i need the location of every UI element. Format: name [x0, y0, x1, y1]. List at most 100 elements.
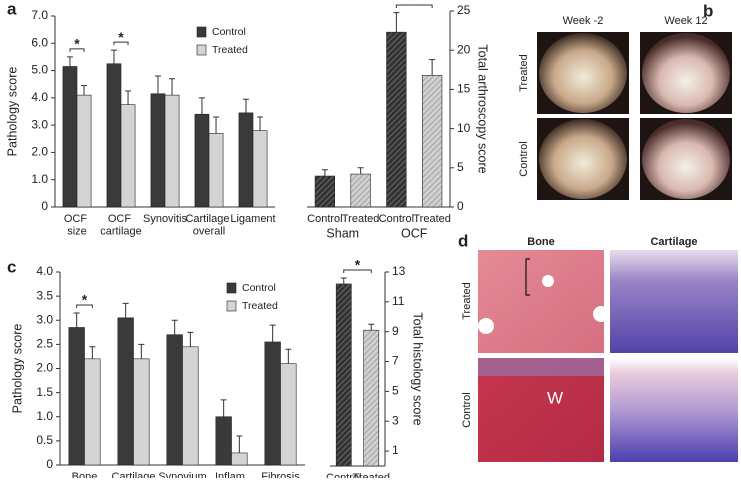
significance-bracket [76, 304, 93, 309]
histology-image [610, 358, 738, 462]
scope-view [642, 119, 730, 199]
y-tick-label: 3.0 [36, 312, 53, 326]
bar [208, 133, 224, 208]
error-bar [236, 435, 243, 453]
error-bar [242, 98, 249, 113]
x-tick-label: Cartilage [111, 471, 155, 478]
x-tick-label: Synovitis [143, 213, 188, 225]
significance-label: * [74, 36, 80, 52]
legend-label: Treated [242, 300, 278, 312]
bar [194, 113, 210, 208]
bar [363, 329, 380, 467]
bar [314, 175, 336, 208]
scope-view [642, 33, 730, 113]
error-bar [125, 90, 132, 105]
histology-image [610, 250, 738, 353]
y-tick-label: 4.0 [36, 264, 53, 278]
y-axis-title: Pathology score [10, 324, 24, 414]
legend-label: Control [242, 282, 276, 294]
y-tick-label: 2.5 [36, 337, 53, 351]
error-bar [257, 116, 264, 131]
bar [264, 341, 281, 466]
significance-label: * [118, 29, 124, 45]
error-bar [138, 343, 145, 359]
bar [215, 416, 232, 466]
bar [238, 112, 254, 208]
group-label: OCF [401, 226, 428, 240]
column-label: Bone [527, 236, 555, 248]
y-tick-label: 5.0 [31, 63, 48, 77]
bar [166, 334, 183, 466]
error-bar [220, 399, 227, 417]
y-tick-label: 2.0 [36, 361, 53, 375]
bar [335, 283, 352, 467]
row-label: Control [518, 141, 530, 176]
error-bar [357, 167, 364, 175]
y-tick-label: 1 [392, 443, 399, 457]
y-tick-label: 13 [392, 264, 406, 278]
column-label: Week 12 [664, 15, 707, 27]
bar [106, 63, 122, 208]
bar [280, 363, 297, 466]
y-tick-label: 0 [457, 199, 464, 213]
x-tick-label: Fibrosis [261, 471, 300, 478]
y-tick-label: 9 [392, 324, 399, 338]
x-tick-label: Inflam. [215, 471, 248, 478]
panel-label: a [7, 0, 17, 18]
error-bar [321, 169, 328, 177]
error-bar [368, 323, 375, 331]
x-tick-label: Treated [413, 213, 451, 225]
error-bar [285, 348, 292, 364]
bar [164, 94, 180, 208]
y-tick-label: 7.0 [31, 8, 48, 22]
bar [150, 93, 166, 208]
y-axis-title: Pathology score [5, 67, 19, 157]
bar [386, 31, 407, 208]
significance-bracket [343, 269, 372, 273]
error-bar [154, 75, 161, 94]
error-bar [213, 116, 220, 134]
error-bar [198, 97, 205, 115]
bar [68, 327, 85, 466]
image-detail [542, 275, 554, 287]
x-tick-label: Treated [352, 472, 390, 478]
y-tick-label: 1.5 [36, 385, 53, 399]
bracket [525, 258, 530, 296]
y-axis-title: Total arthroscopy score [476, 44, 490, 173]
y-tick-label: 7 [392, 354, 399, 368]
bar [182, 346, 199, 466]
error-bar [269, 324, 276, 342]
row-label: Treated [461, 282, 473, 320]
legend-label: Control [212, 26, 246, 38]
y-axis-title: Total histology score [411, 312, 425, 425]
x-tick-label: Cartilage overall [185, 213, 232, 238]
y-tick-label: 5 [392, 384, 399, 398]
error-bar [73, 312, 80, 328]
error-bar [169, 78, 176, 96]
significance-bracket [69, 48, 85, 52]
error-bar [89, 346, 96, 359]
error-bar [122, 302, 129, 318]
x-tick-label: Ligament [230, 213, 275, 225]
x-tick-label: Synovium [158, 471, 206, 478]
panel-label: c [7, 257, 16, 276]
error-bar [429, 59, 436, 76]
error-bar [110, 49, 117, 64]
row-label: Control [461, 392, 473, 427]
scope-view [539, 33, 627, 113]
bar [84, 358, 101, 466]
error-bar [340, 277, 347, 284]
y-tick-label: 3.5 [36, 288, 53, 302]
y-tick-label: 6.0 [31, 35, 48, 49]
group-label: Sham [326, 226, 359, 240]
panel-label: d [458, 231, 468, 250]
error-bar [81, 85, 88, 96]
x-tick-label: Treated [342, 213, 380, 225]
y-tick-label: 15 [457, 82, 471, 96]
column-label: Week -2 [563, 15, 604, 27]
legend-swatch [226, 300, 237, 312]
image-detail [478, 358, 604, 376]
significance-label: * [412, 0, 418, 8]
x-tick-label: Control [307, 213, 342, 225]
bar [62, 66, 78, 208]
